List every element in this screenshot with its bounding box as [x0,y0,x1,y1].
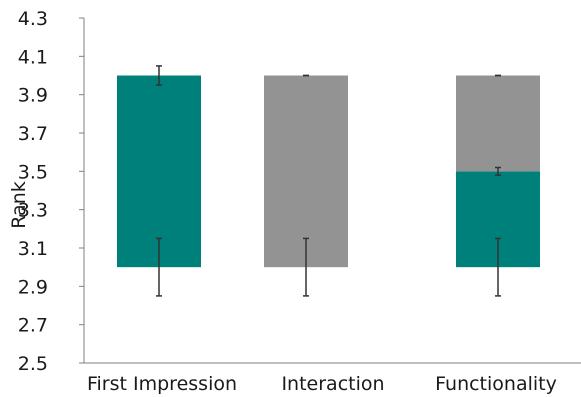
error-bar-functionality-1 [495,166,501,176]
axes-layer [83,18,581,364]
error-bar-interaction-0 [303,237,309,297]
x-category-label: Interaction [281,373,384,395]
error-bar-first-impression-0 [156,237,162,297]
y-tick-label: 4.3 [18,8,48,30]
y-tick-label: 2.9 [18,276,48,298]
x-ticks-layer: First Impression Interaction Functionality [87,373,557,395]
y-tick-label: 2.5 [18,353,48,375]
y-ticks-layer: 2.5 2.7 2.9 3.1 3.3 3.5 3.7 3.9 4.1 4.3 [18,8,84,375]
error-bars-layer [156,65,501,297]
y-tick-label: 3.9 [18,85,48,107]
bar-first-impression-segment-0 [117,75,201,268]
error-bar-first-impression-1 [156,65,162,86]
y-tick-label: 3.1 [18,238,48,260]
x-category-label: Functionality [435,373,557,395]
bar-interaction-segment-0 [264,75,348,268]
x-category-label: First Impression [87,373,237,395]
y-tick-label: 4.1 [18,46,48,68]
error-bar-functionality-0 [495,237,501,297]
y-tick-label: 3.3 [18,200,48,222]
y-tick-label: 3.5 [18,161,48,183]
bars-layer [117,75,540,268]
bar-functionality-segment-1 [456,75,540,172]
y-axis-title: Rank [8,181,30,228]
y-tick-label: 2.7 [18,315,48,337]
y-tick-label: 3.7 [18,123,48,145]
